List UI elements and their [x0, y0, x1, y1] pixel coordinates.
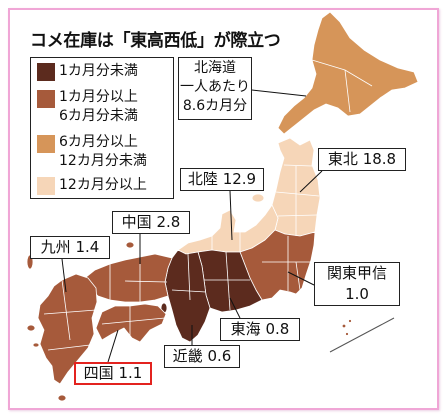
- label-kanto-koshin: 関東甲信 1.0: [314, 262, 400, 306]
- island-sado: [251, 193, 265, 203]
- label-tohoku: 東北 18.8: [318, 148, 406, 171]
- legend-label: 1カ月分未満: [59, 63, 138, 79]
- label-value: 1.4: [75, 238, 100, 256]
- label-name: 九州: [40, 238, 71, 256]
- label-kinki: 近畿 0.6: [164, 345, 240, 368]
- label-value: 2.8: [156, 213, 181, 231]
- legend-label: 1カ月分以上: [59, 89, 138, 105]
- prefecture-border: [283, 164, 313, 167]
- prefecture-border: [61, 279, 71, 341]
- label-name: 東北: [327, 150, 358, 168]
- leader-line-hokkaido: [251, 89, 307, 97]
- prefecture-border: [275, 191, 320, 197]
- legend-label: 6カ月分未満: [59, 108, 138, 124]
- label-value: 18.8: [362, 150, 397, 168]
- label-chugoku: 中国 2.8: [112, 211, 190, 234]
- leader-line-tohoku: [299, 170, 323, 193]
- island-izu: [345, 332, 349, 336]
- prefecture-border: [187, 253, 191, 301]
- label-name: 中国: [121, 213, 152, 231]
- leader-line-tokai: [229, 297, 241, 319]
- figure-frame: [8, 8, 439, 410]
- label-name: 関東甲信: [326, 264, 387, 282]
- legend-swatch-6-to-12: [37, 135, 55, 153]
- island-izu: [348, 319, 352, 323]
- inset-separator-line: [329, 317, 395, 353]
- leader-lines: [61, 89, 323, 363]
- prefecture-border: [171, 289, 207, 293]
- prefecture-border: [124, 280, 168, 283]
- label-name: 北陸: [187, 170, 218, 188]
- legend-label: 12カ月分未満: [59, 153, 147, 169]
- label-unit: カ月分: [205, 98, 248, 114]
- label-value: 12.9: [222, 170, 257, 188]
- prefecture-border: [225, 251, 231, 311]
- label-kyushu: 九州 1.4: [30, 236, 110, 259]
- leader-line-kanto-koshin: [287, 271, 315, 286]
- prefecture-border: [295, 261, 301, 291]
- label-prefix: 一人あたり: [180, 79, 250, 95]
- label-name: 北海道: [194, 60, 236, 76]
- leader-line-kyushu: [61, 258, 67, 293]
- region-hokkaido: [277, 11, 419, 135]
- label-value: 0.8: [265, 320, 290, 338]
- legend: 1カ月分未満 1カ月分以上 6カ月分未満 6カ月分以上 12カ月分未満 12カ月…: [30, 57, 174, 199]
- legend-swatch-over-12: [37, 177, 55, 195]
- label-value: 1.1: [118, 364, 143, 382]
- label-hokkaido: 北海道 一人あたり 8.6カ月分: [178, 57, 252, 120]
- label-hokuriku: 北陸 12.9: [180, 168, 264, 191]
- legend-label: 6カ月分以上: [59, 134, 138, 150]
- prefecture-border: [47, 344, 91, 351]
- island-goto: [26, 324, 36, 332]
- legend-swatch-1-to-6: [37, 90, 55, 108]
- region-kyushu: [37, 273, 98, 385]
- label-name: 東海: [230, 320, 261, 338]
- label-value: 1.0: [345, 285, 369, 303]
- label-value-line: 8.6カ月分: [179, 97, 251, 116]
- leader-line-hokuriku: [229, 190, 233, 241]
- legend-label: 12カ月分以上: [59, 177, 147, 193]
- region-chugoku: [84, 253, 173, 303]
- island-izu: [341, 323, 347, 329]
- region-shikoku: [95, 303, 167, 343]
- leader-line-shikoku: [107, 329, 119, 363]
- label-name: 近畿: [172, 347, 203, 365]
- prefecture-borders: [43, 59, 373, 351]
- label-shikoku-highlighted: 四国 1.1: [74, 362, 152, 385]
- label-tokai: 東海 0.8: [220, 318, 300, 341]
- prefecture-border: [43, 309, 97, 315]
- prefecture-border: [277, 214, 318, 217]
- label-value: 0.6: [207, 347, 232, 365]
- label-value: 8.6: [182, 98, 206, 114]
- island-yakushima: [57, 394, 67, 402]
- legend-swatch-under-1: [37, 63, 55, 81]
- label-name: 四国: [83, 364, 114, 382]
- island-oki: [125, 241, 135, 249]
- prefecture-border: [101, 317, 166, 325]
- map-title: コメ在庫は「東高西低」が際立つ: [30, 31, 281, 51]
- island-small: [32, 342, 40, 348]
- prefecture-border: [344, 69, 351, 113]
